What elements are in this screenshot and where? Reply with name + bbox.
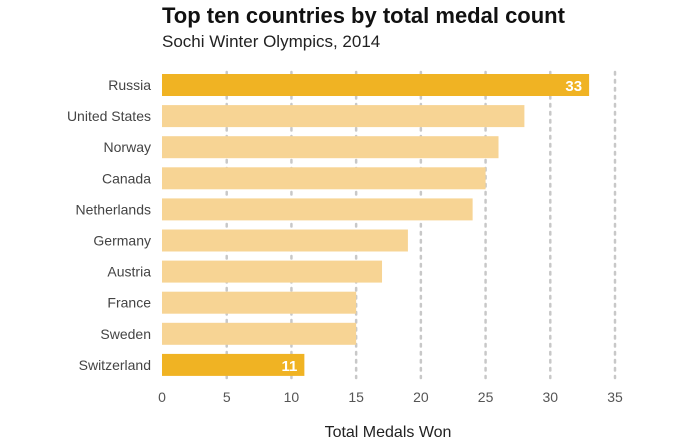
data-label: 11 <box>282 358 298 375</box>
bar <box>162 291 357 314</box>
x-tick-label: 30 <box>542 389 558 405</box>
bar <box>162 229 408 252</box>
x-tick-label: 10 <box>284 389 300 405</box>
category-label: Netherlands <box>76 201 152 217</box>
bar <box>162 136 499 159</box>
category-label: Austria <box>107 264 151 280</box>
category-label: France <box>107 295 151 311</box>
chart-title: Top ten countries by total medal count <box>162 3 565 28</box>
bar <box>162 260 383 283</box>
bar <box>162 167 486 190</box>
bar <box>162 322 357 345</box>
category-label: Germany <box>93 233 151 249</box>
x-tick-label: 0 <box>158 389 166 405</box>
x-axis-tick-labels: 0 5 10 15 20 25 30 35 <box>158 389 623 405</box>
bars: 33 11 <box>162 74 590 376</box>
bar <box>162 353 305 376</box>
chart-subtitle: Sochi Winter Olympics, 2014 <box>162 32 381 51</box>
category-label: Switzerland <box>79 357 151 373</box>
x-tick-label: 5 <box>223 389 231 405</box>
category-label: Canada <box>102 170 151 186</box>
bar <box>162 198 473 221</box>
x-tick-label: 25 <box>478 389 494 405</box>
x-axis-label: Total Medals Won <box>325 424 452 441</box>
category-label: United States <box>67 108 151 124</box>
category-labels: Russia United States Norway Canada Netherlan… <box>67 77 151 373</box>
category-label: Norway <box>104 139 151 155</box>
x-tick-label: 35 <box>607 389 623 405</box>
bar <box>162 74 590 96</box>
data-label: 33 <box>565 78 582 95</box>
x-tick-label: 20 <box>413 389 429 405</box>
bar <box>162 105 525 128</box>
category-label: Sweden <box>100 326 151 342</box>
category-label: Russia <box>108 77 151 93</box>
x-tick-label: 15 <box>348 389 364 405</box>
